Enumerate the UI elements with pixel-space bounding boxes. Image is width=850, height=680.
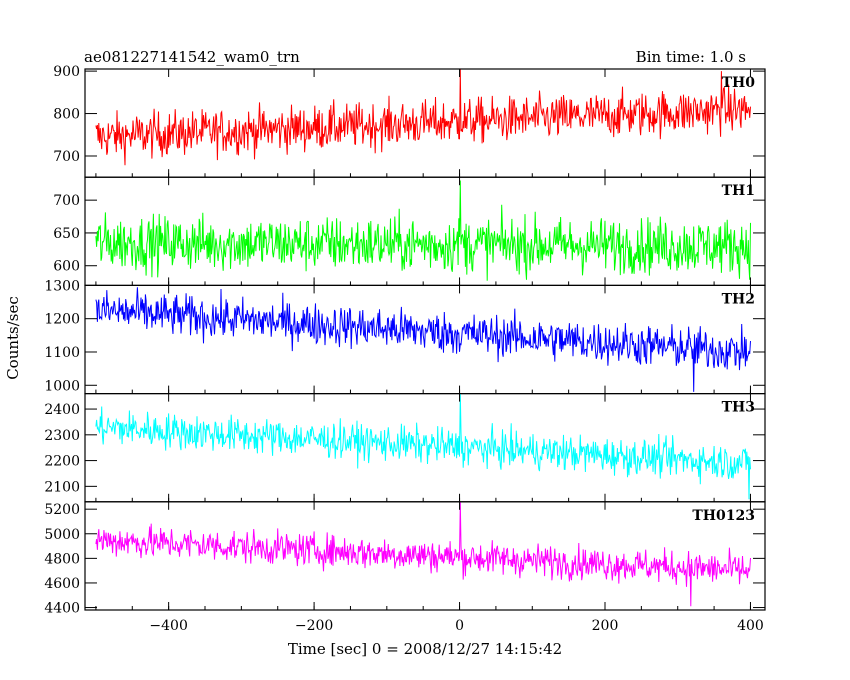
series-line-th0123: [95, 501, 751, 607]
y-tick-label: 4400: [44, 601, 80, 617]
chart-title: ae081227141542_wam0_trn: [84, 48, 300, 66]
panel-frame-th3: [84, 393, 766, 503]
x-axis-label: Time [sec] 0 = 2008/12/27 14:15:42: [288, 640, 562, 658]
y-tick-label: 650: [53, 226, 80, 242]
y-tick-label: 2100: [44, 479, 80, 495]
x-tick-label: −400: [149, 618, 187, 634]
y-tick-label: 800: [53, 107, 80, 123]
bin-time-label: Bin time: 1.0 s: [636, 48, 746, 66]
y-tick-label: 2200: [44, 454, 80, 470]
x-tick-label: 200: [592, 618, 619, 634]
panels-group: 700 800 900 TH0 600 650 700 TH1 1000 1100 1200 1300…: [44, 64, 766, 634]
x-tick-label: 400: [737, 618, 764, 634]
y-tick-label: 2300: [44, 428, 80, 444]
y-tick-label: 4600: [44, 576, 80, 592]
y-tick-label: 1200: [44, 312, 80, 328]
y-tick-label: 700: [53, 193, 80, 209]
y-tick-label: 4800: [44, 551, 80, 567]
y-tick-label: 900: [53, 64, 80, 80]
y-tick-label: 1100: [44, 345, 80, 361]
y-tick-label: 1300: [44, 278, 80, 294]
y-tick-label: 600: [53, 259, 80, 275]
series-line-th3: [95, 393, 751, 500]
y-tick-label: 5000: [44, 527, 80, 543]
panel-frame-th0123: [84, 501, 766, 611]
panel-label-th1: TH1: [722, 183, 755, 199]
y-tick-label: 700: [53, 149, 80, 165]
y-tick-label: 2400: [44, 402, 80, 418]
panel-label-th0: TH0: [722, 75, 756, 91]
y-tick-label: 5200: [44, 502, 80, 518]
y-axis-label: Counts/sec: [4, 296, 22, 380]
panel-label-th2: TH2: [722, 291, 755, 307]
y-tick-label: 1000: [44, 378, 80, 394]
series-line-th2: [95, 287, 751, 392]
series-line-th1: [95, 180, 751, 281]
series-line-th0: [95, 68, 751, 166]
panel-label-th0123: TH0123: [692, 508, 755, 524]
panel-label-th3: TH3: [722, 400, 755, 416]
x-tick-label: 0: [455, 618, 464, 634]
x-tick-label: −200: [295, 618, 333, 634]
